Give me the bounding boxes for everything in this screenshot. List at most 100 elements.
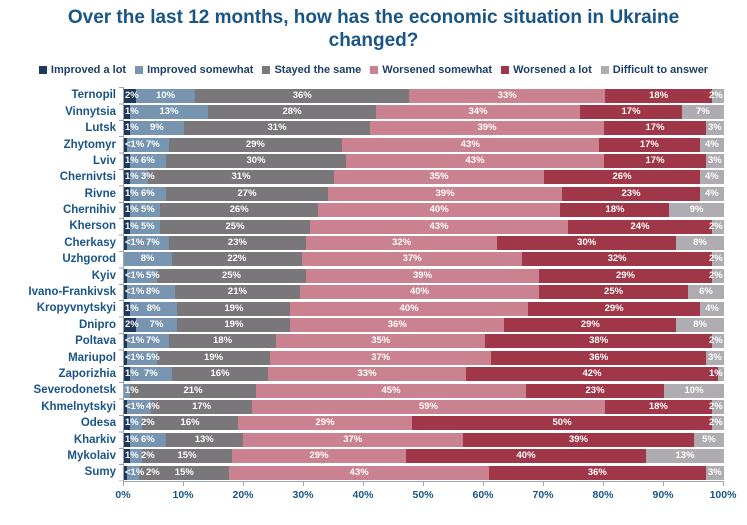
bar-segment-label: 2%	[146, 466, 160, 478]
bar-segment-label: 43%	[465, 155, 485, 167]
stacked-bar: 1% 5% 25% 43% 24% 2%	[124, 219, 724, 234]
bar-segment-label: 6%	[141, 187, 155, 199]
bar-segment-label: 43%	[460, 138, 480, 150]
bar-segment-improved-somewhat	[130, 416, 142, 431]
bar-segment-improved-a-lot	[124, 449, 130, 464]
bar-segment-worsened-a-lot	[412, 416, 712, 431]
bar-segment-worsened-a-lot	[580, 104, 682, 119]
bar-segment-label: <1%	[125, 269, 145, 281]
bar-segment-label: 18%	[213, 335, 233, 347]
city-label: Khmelnytskyi	[41, 400, 116, 413]
bar-row: <1% 5% 25% 39% 29% 2%	[124, 268, 724, 284]
bar-segment-difficult-to-answer	[712, 88, 724, 103]
bar-segment-label: 1%	[125, 171, 139, 183]
legend-label: Worsened a lot	[513, 64, 592, 77]
bar-segment-improved-a-lot	[124, 367, 130, 382]
bar-segment-label: 3%	[707, 466, 722, 478]
bar-segment-difficult-to-answer	[712, 252, 724, 267]
bar-segment-label: 2%	[709, 335, 723, 347]
city-label: Poltava	[75, 335, 116, 348]
bar-segment-worsened-a-lot	[527, 301, 701, 316]
bar-segment-worsened-a-lot	[462, 432, 695, 447]
x-axis-tick-label: 100%	[709, 488, 737, 501]
bar-segment-difficult-to-answer	[664, 383, 724, 398]
bar-segment-improved-a-lot	[124, 465, 127, 480]
bar-row: 2% 7% 19% 36% 29% 8%	[124, 317, 724, 333]
bar-segment-label: 13%	[675, 450, 695, 462]
city-label: Chernihiv	[62, 204, 116, 217]
stacked-bar: 1% 2% 15% 29% 40% 13%	[124, 449, 724, 464]
bar-row: <1% 7% 18% 35% 38% 2%	[124, 333, 724, 349]
bar-row: 1% 21% 45% 23% 10%	[124, 382, 724, 398]
stacked-bar-chart: Ternopil Vinnytsia Lutsk Zhytomyr Lviv Cherni…	[0, 87, 747, 481]
stacked-bar: <1% 4% 17% 59% 18% 2%	[124, 399, 724, 414]
stacked-bar: 1% 6% 13% 37% 39% 5%	[124, 432, 724, 447]
bar-segment-label: 27%	[237, 187, 257, 199]
bar-segment-label: 5%	[141, 220, 155, 232]
bar-segment-worsened-somewhat	[370, 121, 604, 136]
y-axis-tick-marks	[119, 87, 124, 481]
stacked-bar: 1% 3% 31% 35% 26% 4%	[124, 170, 724, 185]
bar-segment-label: 4%	[705, 171, 719, 183]
bar-segment-label: 6%	[141, 155, 155, 167]
bar-segment-improved-somewhat	[126, 137, 169, 152]
bar-segment-worsened-a-lot	[504, 318, 677, 332]
bar-segment-label: 2%	[709, 417, 723, 429]
bar-segment-label: 39%	[477, 122, 497, 134]
bar-segment-difficult-to-answer	[700, 170, 724, 185]
city-label: Kharkiv	[73, 433, 116, 446]
bar-segment-worsened-a-lot	[560, 203, 670, 218]
legend-item-5: Difficult to answer	[600, 64, 708, 76]
city-label: Zhytomyr	[63, 138, 116, 151]
bar-segment-difficult-to-answer	[688, 285, 724, 300]
bar-segment-label: 25%	[221, 269, 241, 281]
legend-item-2: Stayed the same	[262, 64, 361, 76]
legend-swatch-icon	[262, 66, 271, 75]
bar-segment-stayed-the-same	[142, 449, 232, 464]
bar-segment-label: 8%	[146, 302, 161, 314]
bar-segment-stayed-the-same	[139, 465, 230, 480]
bar-segment-worsened-somewhat	[334, 170, 544, 185]
bar-row: <1% 4% 17% 59% 18% 2%	[124, 399, 724, 415]
bar-segment-stayed-the-same	[165, 432, 243, 447]
bar-segment-label: 29%	[245, 138, 265, 150]
bar-segment-stayed-the-same	[168, 334, 277, 349]
bar-segment-label: 6%	[141, 433, 155, 445]
city-label: Rivne	[84, 187, 116, 200]
bar-segment-label: 1%	[125, 105, 139, 117]
bar-segment-worsened-somewhat	[310, 219, 568, 234]
bar-segment-label: 18%	[648, 400, 668, 412]
bar-segment-label: 38%	[589, 335, 609, 347]
bar-segment-label: 5%	[702, 433, 716, 445]
legend-label: Improved somewhat	[147, 64, 254, 77]
city-label: Uzhgorod	[62, 253, 116, 266]
bar-segment-worsened-somewhat	[238, 416, 412, 431]
bar-segment-label: 15%	[177, 450, 197, 462]
bar-segment-label: 19%	[224, 319, 244, 330]
bar-segment-improved-somewhat	[130, 121, 184, 136]
bar-segment-label: 22%	[227, 253, 247, 265]
bar-segment-stayed-the-same	[168, 236, 307, 251]
bar-row: 1% 5% 26% 40% 18% 9%	[124, 202, 724, 218]
bar-segment-label: 3%	[708, 155, 722, 167]
bar-row: 1% 6% 13% 37% 39% 5%	[124, 432, 724, 448]
bar-segment-label: 39%	[413, 269, 433, 281]
bar-segment-worsened-a-lot	[604, 121, 706, 136]
stacked-bar: 2% 10% 36% 33% 18% 2%	[124, 88, 724, 103]
bar-segment-improved-somewhat	[135, 318, 178, 332]
bar-segment-stayed-the-same	[177, 301, 291, 316]
bar-segment-worsened-somewhat	[409, 88, 606, 103]
bar-segment-worsened-somewhat	[268, 367, 466, 382]
bar-segment-label: 4%	[705, 187, 719, 199]
bar-segment-label: 10%	[156, 89, 176, 101]
bar-segment-label: 26%	[612, 171, 632, 183]
bar-row: 2% 10% 36% 33% 18% 2%	[124, 87, 724, 103]
bar-row: 1% 2% 15% 29% 40% 13%	[124, 448, 724, 464]
bar-segment-difficult-to-answer	[669, 203, 724, 218]
bar-segment-worsened-somewhat	[256, 383, 526, 398]
bar-segment-label: 31%	[267, 122, 287, 134]
bar-segment-improved-somewhat	[130, 154, 166, 169]
bar-row: <1% 7% 23% 32% 30% 8%	[124, 235, 724, 251]
bar-segment-stayed-the-same	[177, 318, 291, 332]
bar-segment-worsened-somewhat	[328, 186, 562, 201]
